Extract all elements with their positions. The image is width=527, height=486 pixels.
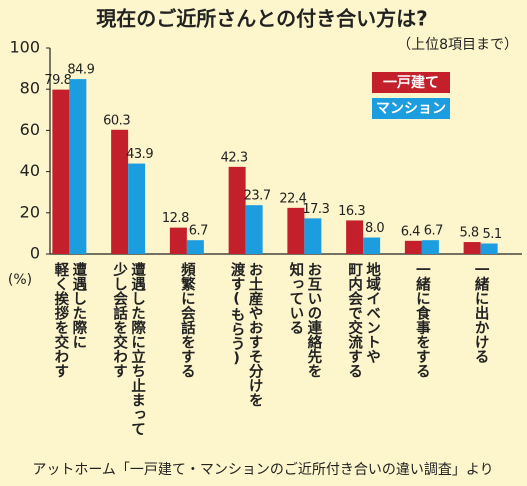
y-tick-label: 0 <box>30 244 40 263</box>
y-tick-label: 60 <box>20 120 40 139</box>
value-label: 6.7 <box>189 224 208 239</box>
bar <box>346 220 364 254</box>
x-tick-label-line: 頻繁に会話をする <box>179 261 196 379</box>
x-tick-label-line: お互いの連絡先を <box>305 262 321 379</box>
bar <box>404 240 422 254</box>
bar <box>69 79 87 254</box>
bar <box>245 205 263 254</box>
value-label: 16.3 <box>338 204 365 219</box>
x-tick-label-line: 遭遇した際に <box>70 261 86 350</box>
bar <box>228 166 246 254</box>
bar <box>52 89 70 254</box>
bar <box>480 243 498 254</box>
value-label: 22.4 <box>279 191 306 206</box>
value-label: 12.8 <box>162 211 189 226</box>
value-label: 43.9 <box>126 147 153 162</box>
chart-title: 現在のご近所さんとの付き合い方は? <box>96 7 427 31</box>
x-tick-label-line: 地域イベントや <box>364 261 380 364</box>
x-tick-label-line: 一緒に出かける <box>473 262 489 364</box>
legend-swatch <box>372 98 450 119</box>
value-label: 17.3 <box>302 202 329 217</box>
value-label: 5.8 <box>460 226 479 241</box>
x-tick-label-line: 町内会で交流する <box>346 262 362 378</box>
value-label: 8.0 <box>365 221 384 236</box>
bar <box>363 237 381 254</box>
x-tick-label-line: お土産やおすそ分けを <box>247 262 263 408</box>
x-tick-label: 一緒に食事をする <box>414 262 430 378</box>
value-label: 23.7 <box>244 189 271 204</box>
bar <box>304 218 322 254</box>
bar <box>128 163 146 254</box>
legend-swatch <box>372 72 450 93</box>
bar <box>169 227 187 254</box>
value-label: 42.3 <box>221 150 248 165</box>
value-label: 60.3 <box>103 113 130 128</box>
y-tick-label: 100 <box>9 38 40 57</box>
source: アットホーム「一戸建て・マンションのご近所付き合いの違い調査」より <box>32 462 493 478</box>
x-tick-label: 頻繁に会話をする <box>179 261 196 379</box>
x-tick-label-line: 少し会話を交わす <box>111 262 128 379</box>
value-label: 79.8 <box>44 73 71 88</box>
x-tick-label-line: 遭遇した際に立ち止まって <box>129 261 145 437</box>
x-tick-label: 一緒に出かける <box>473 262 489 364</box>
y-tick-label: 80 <box>20 79 40 98</box>
legend-label: 一戸建て <box>383 74 439 91</box>
legend-label: マンション <box>376 101 446 117</box>
y-axis-label: (%) <box>8 272 32 288</box>
value-label: 6.4 <box>401 224 420 239</box>
x-tick-label-line: 軽く挨拶を交わす <box>52 262 68 379</box>
bar <box>287 207 305 254</box>
bar <box>186 240 204 254</box>
value-label: 84.9 <box>67 63 94 78</box>
bar <box>111 129 129 254</box>
value-label: 5.1 <box>483 227 502 242</box>
y-tick-label: 20 <box>20 202 40 221</box>
bar <box>421 240 439 254</box>
y-tick-label: 40 <box>20 161 40 180</box>
bar <box>463 242 481 254</box>
x-tick-label-line: 一緒に食事をする <box>414 262 430 378</box>
value-label: 6.7 <box>424 224 443 239</box>
chart-subtitle: （上位8項目まで） <box>397 37 518 53</box>
x-tick-label-line: 渡す(もらう) <box>229 261 245 367</box>
x-tick-label-line: 知っている <box>287 261 303 335</box>
